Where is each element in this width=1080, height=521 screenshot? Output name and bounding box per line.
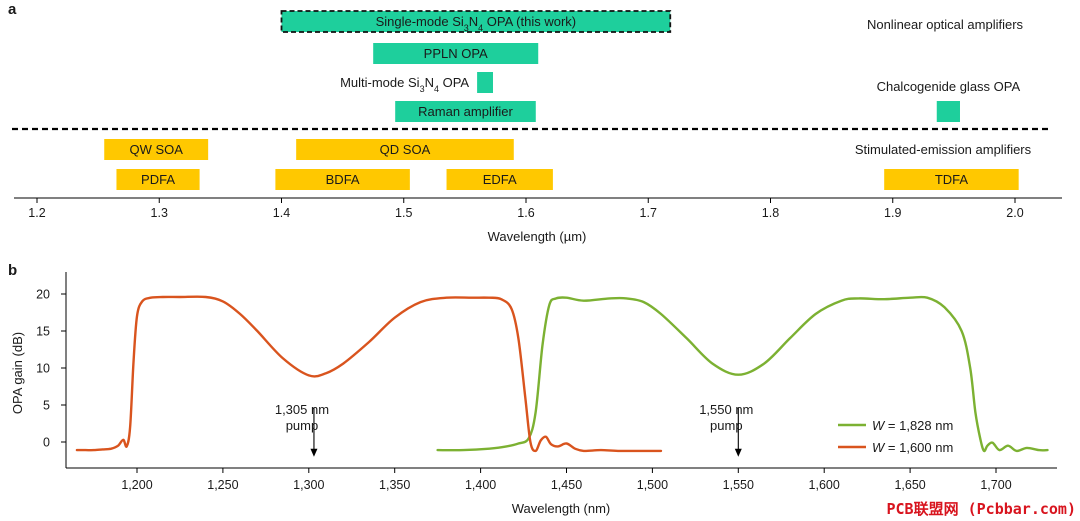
panel-b-xtick-label-8: 1,600 — [809, 478, 840, 492]
panel-b-ytick-label-0: 0 — [43, 436, 50, 450]
panel-b-ytick-label-4: 20 — [36, 288, 50, 302]
legend-label-w1600: W = 1,600 nm — [872, 440, 953, 455]
pump-annotation-0-line-1: pump — [286, 418, 319, 433]
panel-b-xtick-label-0: 1,200 — [121, 478, 152, 492]
pump-annotation-0-line-0: 1,305 nm — [275, 402, 329, 417]
panel-b-xtick-label-1: 1,250 — [207, 478, 238, 492]
panel-b-letter: b — [8, 262, 17, 279]
panel-b-xtick-label-4: 1,400 — [465, 478, 496, 492]
legend-value-w1600: = 1,600 nm — [884, 440, 953, 455]
bar-qw-soa — [104, 139, 209, 160]
bar-raman-amplifier-label: Raman amplifier — [418, 104, 513, 119]
bar-qd-soa — [296, 139, 514, 160]
bar-raman-amplifier — [395, 101, 536, 122]
legend-prefix-w1828: W — [872, 418, 886, 433]
panel-a-tick-label-5: 1.7 — [640, 206, 657, 220]
bar-pdfa-label: PDFA — [141, 172, 175, 187]
panel-b-xtick-label-7: 1,550 — [723, 478, 754, 492]
bar-edfa — [446, 169, 553, 190]
panel-b-ytick-label-1: 5 — [43, 399, 50, 413]
watermark: PCB联盟网 (Pcbbar.com) — [887, 500, 1077, 518]
bar-multi-mode-si3n4-opa-label: Multi-mode Si3N4 OPA — [340, 75, 469, 94]
bar-pdfa — [116, 169, 200, 190]
category-nonlinear-label: Nonlinear optical amplifiers — [867, 17, 1024, 32]
bar-multi-mode-si3n4-opa — [477, 72, 493, 93]
panel-b-xtick-label-5: 1,450 — [551, 478, 582, 492]
pump-annotation-1-line-1: pump — [710, 418, 743, 433]
panel-a-tick-label-2: 1.4 — [273, 206, 290, 220]
pump-arrow-head-1 — [734, 448, 742, 457]
bar-tdfa — [884, 169, 1019, 190]
panel-a-tick-label-3: 1.5 — [395, 206, 412, 220]
bar-chalcogenide-glass-opa — [936, 101, 960, 122]
panel-b-xtick-label-10: 1,700 — [980, 478, 1011, 492]
panel-b-xtick-label-9: 1,650 — [894, 478, 925, 492]
bar-qd-soa-label: QD SOA — [380, 142, 431, 157]
panel-a-tick-label-6: 1.8 — [762, 206, 779, 220]
panel-a-letter: a — [8, 1, 17, 18]
panel-a-x-ticks: 1.2 1.3 1.4 1.5 1.6 1.7 1.8 1.9 2.0 — [28, 198, 1024, 220]
panel-b-lines — [75, 295, 1049, 453]
bar-ppln-opa-label: PPLN OPA — [424, 46, 488, 61]
series-line-1-600-nm — [75, 295, 663, 453]
legend-prefix-w1600: W — [872, 440, 886, 455]
bar-single-mode-si3n4-opa-this-work-label: Single-mode Si3N4 OPA (this work) — [376, 14, 577, 33]
legend-label-w1828: W = 1,828 nm — [872, 418, 953, 433]
bar-tdfa-label: TDFA — [935, 172, 969, 187]
panel-b-xtick-label-3: 1,350 — [379, 478, 410, 492]
panel-a-bars: Single-mode Si3N4 OPA (this work) PPLN OP… — [104, 10, 1021, 190]
bar-single-mode-si3n4-opa-this-work — [280, 10, 672, 33]
panel-b-y-label: OPA gain (dB) — [10, 332, 25, 414]
bar-bdfa — [275, 169, 410, 190]
panel-b-x-label: Wavelength (nm) — [512, 501, 611, 516]
bar-chalcogenide-glass-opa-label: Chalcogenide glass OPA — [877, 79, 1021, 94]
panel-b-ticks: 1,200 1,250 1,300 1,350 1,400 1,450 1,500 1,550… — [36, 288, 1012, 493]
panel-a-tick-label-0: 1.2 — [28, 206, 45, 220]
panel-b-xtick-label-6: 1,500 — [637, 478, 668, 492]
panel-a-tick-label-1: 1.3 — [151, 206, 168, 220]
panel-a-tick-label-7: 1.9 — [884, 206, 901, 220]
panel-a-tick-label-8: 2.0 — [1006, 206, 1023, 220]
panel-b-xtick-label-2: 1,300 — [293, 478, 324, 492]
bar-bdfa-label: BDFA — [326, 172, 360, 187]
pump-arrow-head-0 — [310, 448, 318, 457]
panel-a-x-label: Wavelength (µm) — [488, 229, 587, 244]
panel-b-ytick-label-3: 15 — [36, 325, 50, 339]
category-stimulated-label: Stimulated-emission amplifiers — [855, 142, 1032, 157]
legend-value-w1828: = 1,828 nm — [884, 418, 953, 433]
legend: W = 1,828 nm W = 1,600 nm — [838, 418, 953, 455]
bar-edfa-label: EDFA — [483, 172, 517, 187]
panel-b-ytick-label-2: 10 — [36, 362, 50, 376]
panel-a-tick-label-4: 1.6 — [517, 206, 534, 220]
bar-qw-soa-label: QW SOA — [129, 142, 183, 157]
series-line-1-828-nm — [436, 295, 1049, 453]
bar-ppln-opa — [373, 43, 539, 64]
pump-annotation-1-line-0: 1,550 nm — [699, 402, 753, 417]
